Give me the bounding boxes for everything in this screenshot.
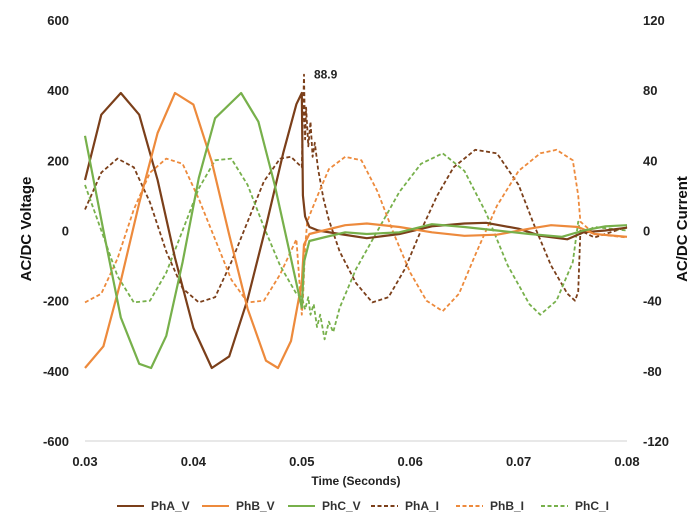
x-tick-label: 0.08 <box>614 454 639 469</box>
legend-label: PhC_V <box>322 499 361 513</box>
left-axis-ticks: 600 400 200 0 -200 -400 -600 <box>43 13 69 449</box>
y-right-tick-label: 120 <box>643 13 665 28</box>
legend-label: PhB_V <box>236 499 275 513</box>
x-tick-label: 0.03 <box>72 454 97 469</box>
x-tick-label: 0.04 <box>181 454 207 469</box>
y-right-tick-label: -80 <box>643 364 662 379</box>
y-right-tick-label: -120 <box>643 434 669 449</box>
y-axis-right-title: AC/DC Current <box>674 176 691 282</box>
y-left-tick-label: 400 <box>47 83 69 98</box>
y-axis-left-title: AC/DC Voltage <box>18 177 35 282</box>
series-line-phc-i <box>84 152 628 341</box>
y-left-tick-label: 600 <box>47 13 69 28</box>
y-left-tick-label: 200 <box>47 153 69 168</box>
peak-annotation: 88.9 <box>314 68 338 82</box>
y-left-tick-label: -400 <box>43 364 69 379</box>
legend-label: PhA_I <box>405 499 439 513</box>
x-tick-label: 0.06 <box>398 454 423 469</box>
legend-label: PhC_I <box>575 499 609 513</box>
x-tick-label: 0.07 <box>506 454 531 469</box>
y-right-tick-label: 80 <box>643 83 657 98</box>
x-axis-ticks: 0.03 0.04 0.05 0.06 0.07 0.08 <box>72 454 639 469</box>
y-left-tick-label: -200 <box>43 294 69 309</box>
y-left-tick-label: -600 <box>43 434 69 449</box>
legend-label: PhA_V <box>151 499 190 513</box>
y-left-tick-label: 0 <box>62 224 69 239</box>
legend: PhA_V PhB_V PhC_V PhA_I PhB_I PhC_I <box>117 499 609 513</box>
legend-label: PhB_I <box>490 499 524 513</box>
series-line-phc-v <box>83 91 628 370</box>
x-axis-title: Time (Seconds) <box>311 474 400 488</box>
series-layer <box>83 73 628 370</box>
x-tick-label: 0.05 <box>289 454 314 469</box>
y-right-tick-label: 40 <box>643 153 657 168</box>
right-axis-ticks: 120 80 40 0 -40 -80 -120 <box>643 13 669 449</box>
series-line-pha-i <box>84 73 628 304</box>
y-right-tick-label: 0 <box>643 224 650 239</box>
y-right-tick-label: -40 <box>643 294 662 309</box>
